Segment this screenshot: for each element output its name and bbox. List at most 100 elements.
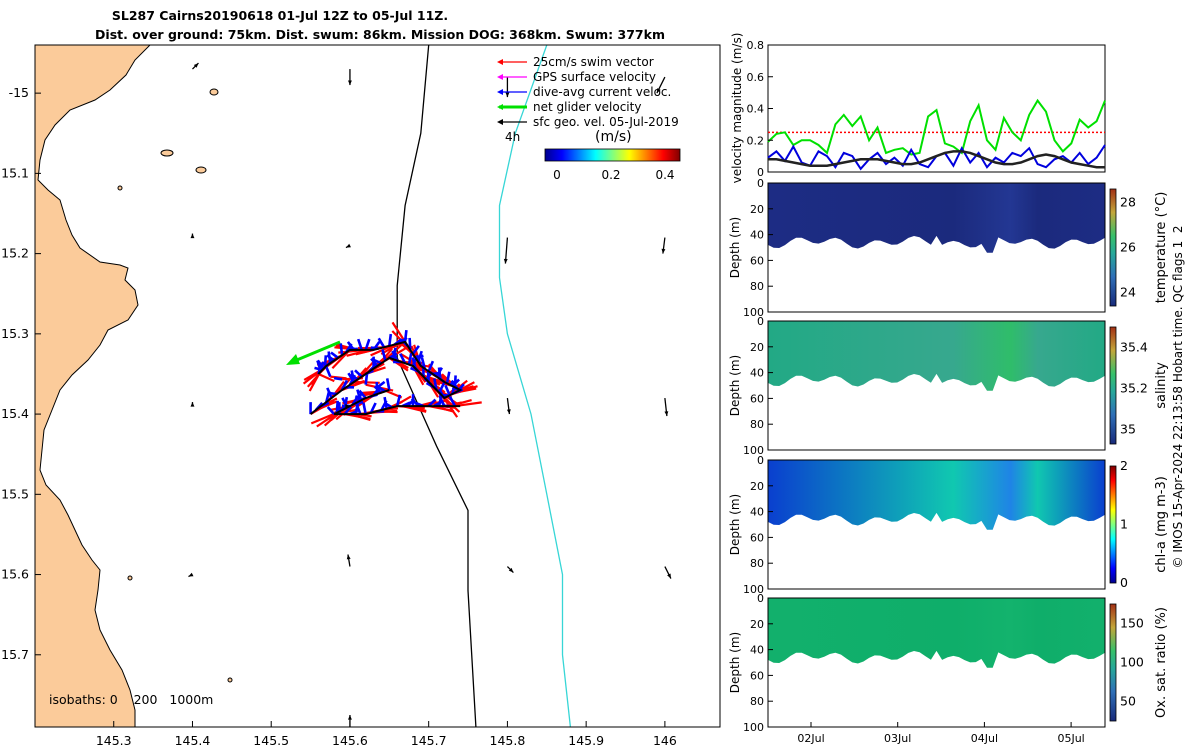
legend-swatch-head — [497, 119, 503, 125]
depth-tick-label: 100 — [743, 721, 764, 734]
geo-velocity-arrowhead — [345, 404, 350, 409]
current-vector — [364, 372, 369, 385]
map-x-tick-label: 145.3 — [96, 733, 132, 748]
current-vector — [323, 355, 328, 368]
current-vector — [381, 349, 387, 361]
depth-ylabel: Depth (m) — [728, 355, 742, 416]
swim-vector — [310, 411, 338, 425]
current-vector — [449, 379, 458, 386]
swim-vector — [391, 395, 412, 409]
colorbar-label: salinity — [1154, 362, 1169, 409]
panel-border — [767, 320, 1106, 451]
current-vector — [347, 372, 355, 383]
current-vector — [358, 389, 367, 399]
legend-entry: 25cm/s swim vector — [533, 55, 654, 69]
depth-tick-label: 60 — [750, 392, 764, 405]
time-tick-label: 02Jul — [797, 732, 824, 745]
depth-tick-label: 40 — [750, 367, 764, 380]
colorbar-tick-label: 100 — [1120, 655, 1144, 670]
speed-colorbar-tick: 0 — [553, 168, 561, 182]
net-glider-velocity-arrow — [286, 340, 341, 365]
coastline-land — [35, 45, 151, 727]
temperature-panel: 0 20 40 60 80 100 Depth (m) 24 26 28 temperature (… — [728, 177, 1169, 319]
geo-velocity-arrowhead — [664, 411, 669, 417]
panel-data-fill — [768, 460, 1105, 530]
legend-swatch-head — [497, 104, 503, 110]
current-vector — [370, 357, 379, 367]
current-vector — [427, 360, 435, 372]
current-vector — [444, 384, 451, 396]
geo-velocity-arrowhead — [347, 80, 352, 86]
panel-colorbar — [1109, 603, 1117, 722]
legend-entry: sfc geo. vel. 05-Jul-2019 — [533, 115, 679, 129]
velocity-y-tick-label: 0.4 — [747, 103, 765, 116]
speed-colorbar-ticks: 0 0.2 0.4 — [553, 168, 674, 182]
velocity-ylabel: velocity magnitude (m/s) — [730, 33, 744, 184]
velocity-series-black — [768, 150, 1105, 169]
current-vector — [339, 343, 344, 356]
depth-ylabel: Depth (m) — [728, 494, 742, 555]
credit-text: © IMOS 15-Apr-2024 22:13:58 Hobart time.… — [1171, 226, 1185, 569]
current-vector — [362, 402, 367, 415]
geo-velocity-arrowhead — [193, 63, 199, 68]
map-x-tick-label: 145.9 — [568, 733, 604, 748]
depth-ylabel: Depth (m) — [728, 632, 742, 693]
panel-colorbar — [1109, 188, 1117, 307]
depth-tick-label: 80 — [750, 280, 764, 293]
velocity-y-tick-label: 0.8 — [747, 39, 765, 52]
legend-entry: dive-avg current veloc. — [533, 85, 671, 99]
geo-velocity-arrowhead — [347, 715, 352, 720]
geo-velocity-arrowhead — [667, 573, 671, 579]
current-vector — [343, 405, 352, 415]
velocity-y-tick-label: 0.6 — [747, 71, 765, 84]
velocity-y-tick-label: 0 — [757, 166, 764, 179]
current-vector — [364, 338, 371, 351]
geo-velocity-arrowhead — [503, 258, 508, 264]
depth-tick-label: 80 — [750, 695, 764, 708]
depth-tick-label: 0 — [757, 592, 764, 605]
current-vector — [385, 378, 391, 391]
current-vector — [330, 351, 339, 359]
map-y-tick-label: 15.2 — [1, 246, 29, 261]
panel-data-fill — [768, 598, 1105, 668]
colorbar-tick-label: 35 — [1120, 422, 1136, 437]
depth-tick-label: 0 — [757, 315, 764, 328]
depth-tick-label: 60 — [750, 254, 764, 267]
chlorophyll-panel: 0 20 40 60 80 100 Depth (m) 0 1 2 chl-a (mg m-3) — [728, 454, 1169, 596]
legend-entry: GPS surface velocity — [533, 70, 656, 84]
current-vector — [356, 338, 363, 351]
current-vector — [326, 406, 336, 415]
current-vector — [433, 378, 438, 391]
colorbar-tick-label: 0 — [1120, 575, 1128, 590]
map-y-ticks: -15 15.1 15.2 15.3 15.4 15.5 15.6 15.7 — [1, 85, 41, 662]
depth-tick-label: 0 — [757, 177, 764, 190]
islands — [117, 88, 233, 683]
current-vector — [354, 369, 363, 378]
colorbar-tick-label: 35.2 — [1120, 381, 1148, 396]
depth-tick-label: 60 — [750, 531, 764, 544]
time-tick-label: 05Jul — [1057, 732, 1084, 745]
chart-title-line1: SL287 Cairns20190618 01-Jul 12Z to 05-Ju… — [111, 8, 449, 23]
depth-ylabel: Depth (m) — [728, 217, 742, 278]
map-x-tick-label: 145.8 — [490, 733, 526, 748]
depth-tick-label: 100 — [743, 583, 764, 596]
panel-border — [767, 182, 1106, 313]
map-y-tick-label: 15.7 — [1, 647, 29, 662]
current-vector — [373, 358, 382, 365]
swim-vector — [308, 372, 321, 392]
isobaths-label: isobaths: 0 200 1000m — [49, 692, 213, 707]
depth-tick-label: 80 — [750, 557, 764, 570]
velocity-y-ticks: 0 0.2 0.4 0.6 0.8 — [747, 39, 773, 179]
glider-track — [309, 340, 463, 415]
current-vector — [395, 394, 402, 407]
current-vector — [333, 376, 343, 381]
map-y-tick-label: 15.3 — [1, 326, 29, 341]
colorbar-label: temperature (°C) — [1154, 192, 1169, 304]
geo-velocity-arrowhead — [190, 233, 195, 239]
map-y-tick-label: 15.6 — [1, 567, 29, 582]
map-y-tick-label: -15 — [9, 85, 29, 100]
panel-colorbar — [1109, 465, 1117, 584]
glider-track-return — [333, 389, 461, 416]
